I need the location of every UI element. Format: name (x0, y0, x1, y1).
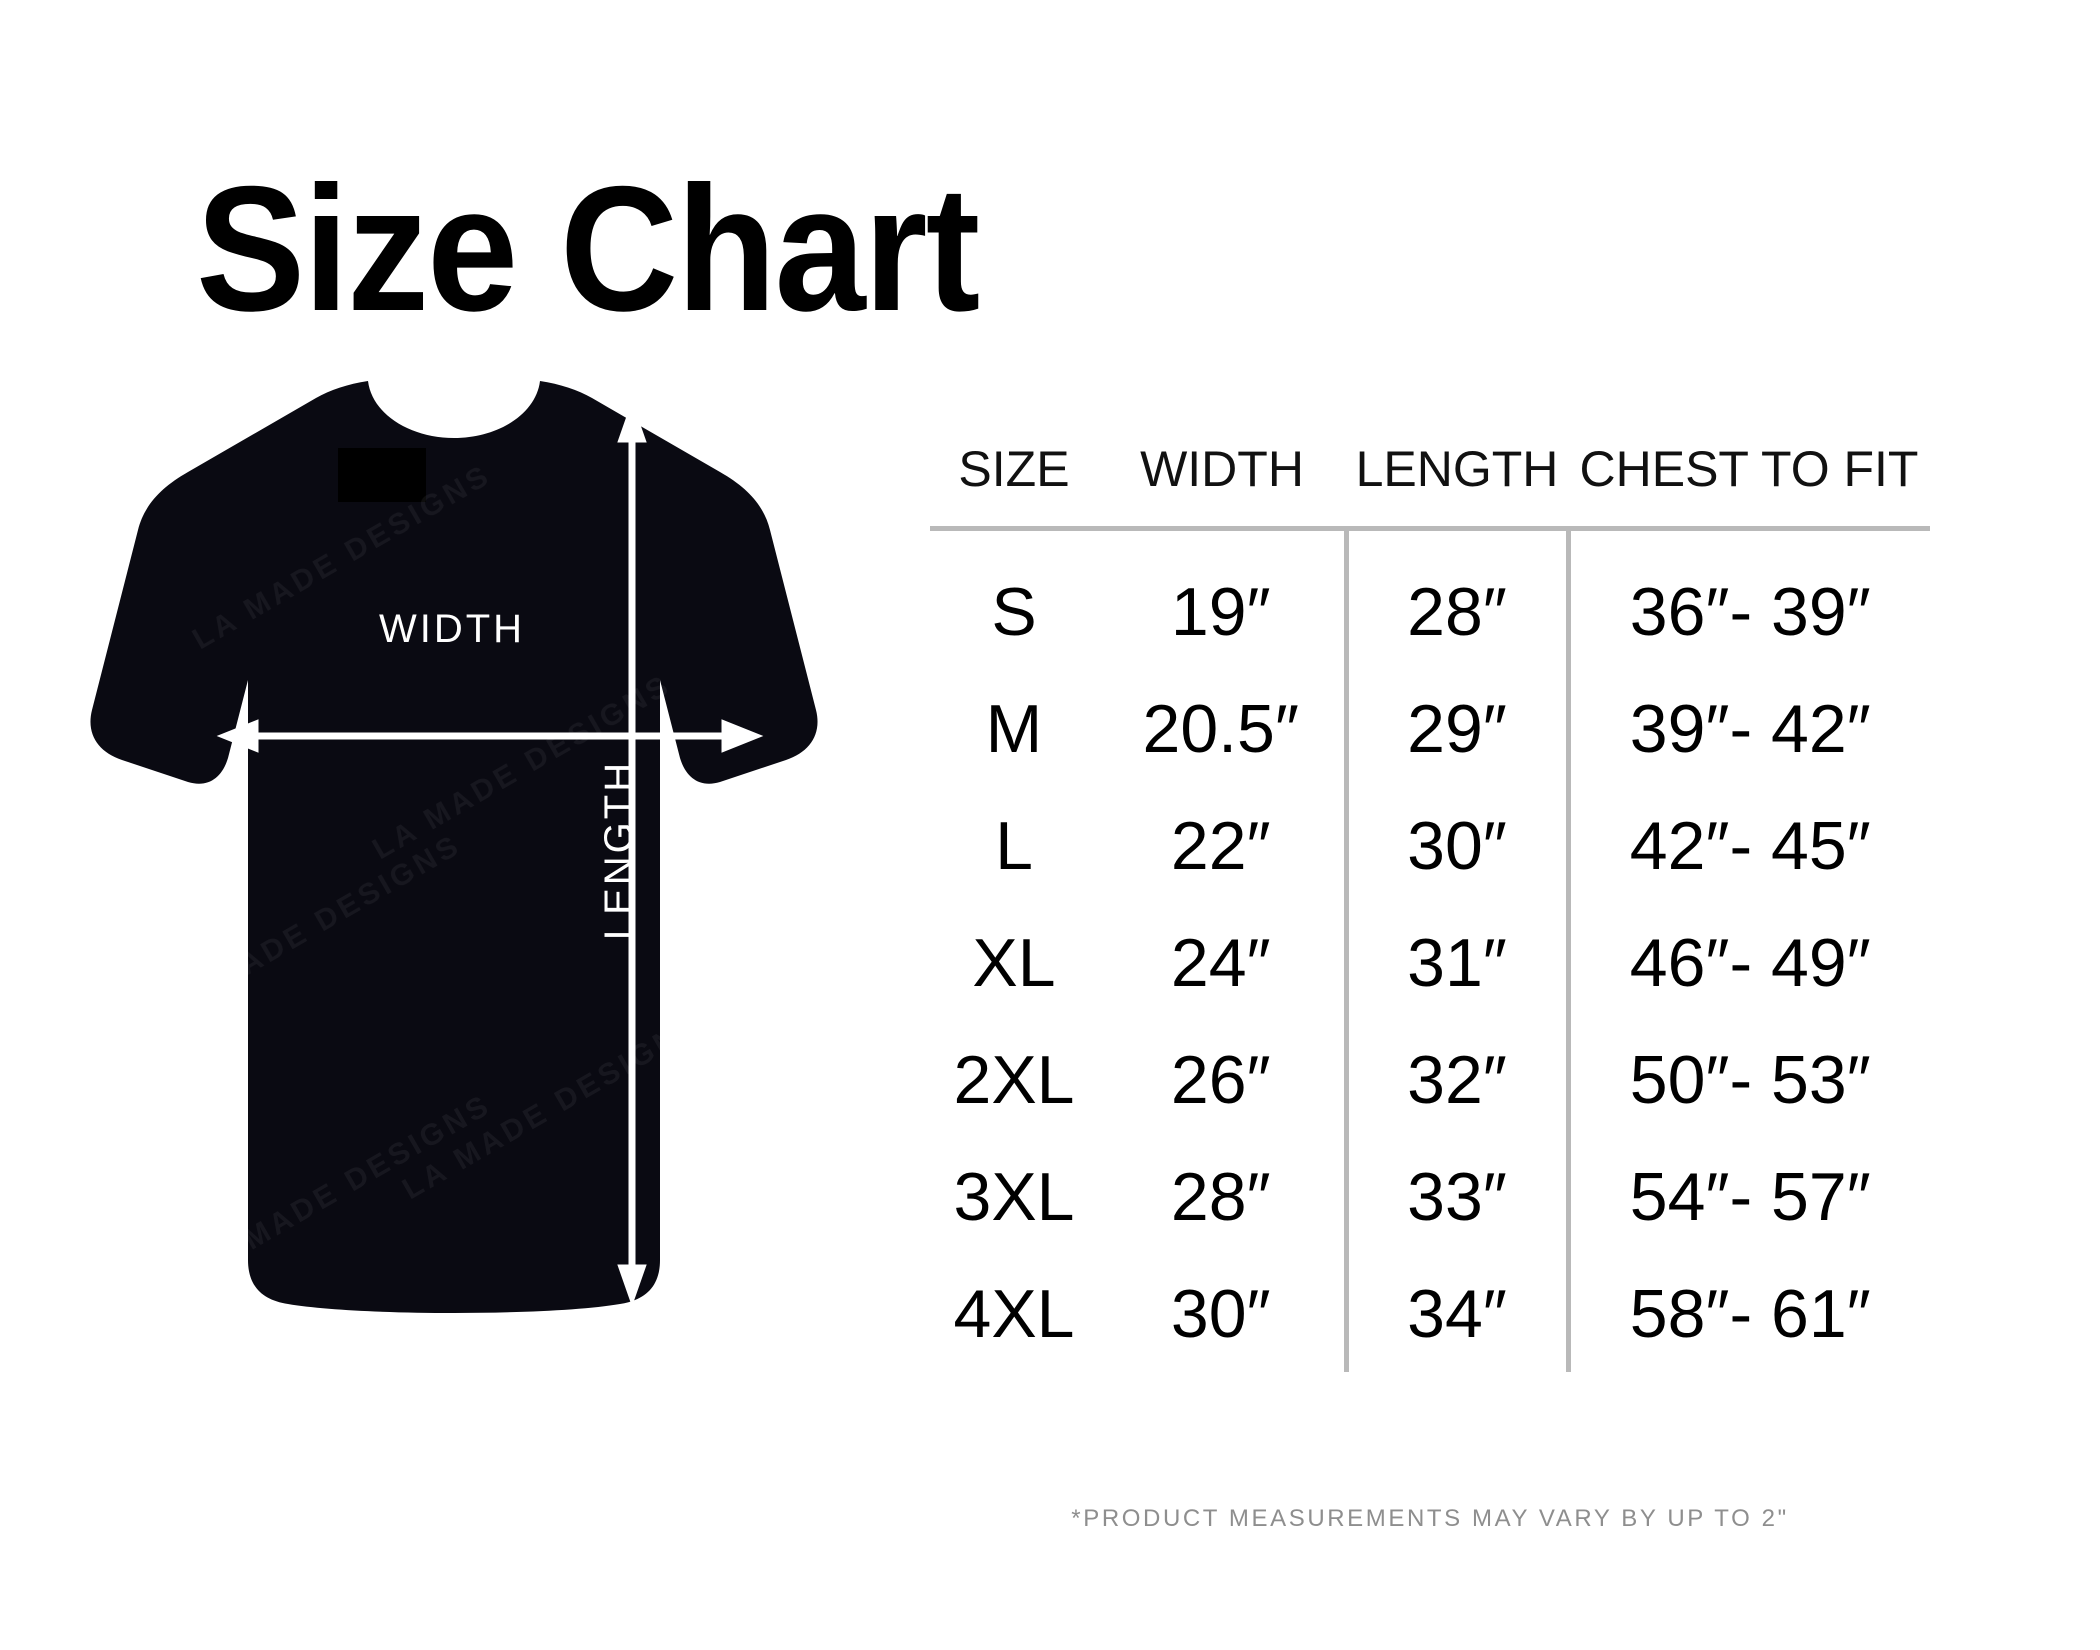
cell-chest: 39″- 42″ (1629, 690, 1871, 767)
table-row: M 20.5″ 29″ 39″- 42″ (930, 670, 1930, 787)
cell-length: 34″ (1346, 1255, 1571, 1372)
cell-size: 4XL (953, 1275, 1075, 1352)
cell-size: 2XL (953, 1041, 1075, 1118)
length-measure-arrow (617, 400, 647, 1307)
table-row: XL 24″ 31″ 46″- 49″ (930, 904, 1930, 1021)
column-header-length: LENGTH (1355, 441, 1559, 497)
table-row: 4XL 30″ 34″ 58″- 61″ (930, 1255, 1930, 1372)
cell-size: XL (972, 924, 1056, 1001)
cell-size: L (995, 807, 1033, 884)
size-chart-table: SIZE WIDTH LENGTH CHEST TO FIT S 19″ 28″… (930, 440, 1930, 1372)
cell-width: 22″ (1098, 787, 1349, 904)
shirt-neck-tag (338, 448, 426, 502)
page-title: Size Chart (196, 149, 980, 348)
cell-size: 3XL (953, 1158, 1075, 1235)
cell-width: 28″ (1098, 1138, 1349, 1255)
cell-length: 28″ (1346, 528, 1571, 670)
cell-width: 24″ (1098, 904, 1349, 1021)
cell-length: 32″ (1346, 1021, 1571, 1138)
cell-length: 33″ (1346, 1138, 1571, 1255)
cell-width: 20.5″ (1098, 670, 1349, 787)
column-header-chest: CHEST TO FIT (1579, 441, 1919, 497)
table-row: 3XL 28″ 33″ 54″- 57″ (930, 1138, 1930, 1255)
cell-chest: 46″- 49″ (1629, 924, 1871, 1001)
column-header-size: SIZE (958, 441, 1070, 497)
shirt-silhouette (90, 381, 818, 1313)
cell-size: S (991, 573, 1037, 650)
cell-chest: 58″- 61″ (1629, 1275, 1871, 1352)
table-row: L 22″ 30″ 42″- 45″ (930, 787, 1930, 904)
cell-chest: 54″- 57″ (1629, 1158, 1871, 1235)
cell-length: 31″ (1346, 904, 1571, 1021)
length-label: LENGTH (597, 760, 641, 940)
measurement-disclaimer: *PRODUCT MEASUREMENTS MAY VARY BY UP TO … (1071, 1505, 1789, 1532)
cell-length: 29″ (1346, 670, 1571, 787)
table-row: 2XL 26″ 32″ 50″- 53″ (930, 1021, 1930, 1138)
cell-width: 30″ (1098, 1255, 1349, 1372)
cell-length: 30″ (1346, 787, 1571, 904)
width-measure-arrow (216, 719, 764, 753)
cell-width: 26″ (1098, 1021, 1349, 1138)
width-label: WIDTH (379, 607, 525, 651)
table-header-row: SIZE WIDTH LENGTH CHEST TO FIT (930, 440, 1930, 529)
cell-chest: 42″- 45″ (1629, 807, 1871, 884)
cell-chest: 36″- 39″ (1629, 573, 1871, 650)
table-row: S 19″ 28″ 36″- 39″ (930, 528, 1930, 670)
column-header-width: WIDTH (1140, 441, 1304, 497)
cell-chest: 50″- 53″ (1629, 1041, 1871, 1118)
cell-width: 19″ (1098, 528, 1349, 670)
t-shirt-diagram: LA MADE DESIGNS LA MADE DESIGNS LA MADE … (80, 380, 900, 1440)
cell-size: M (985, 690, 1043, 767)
